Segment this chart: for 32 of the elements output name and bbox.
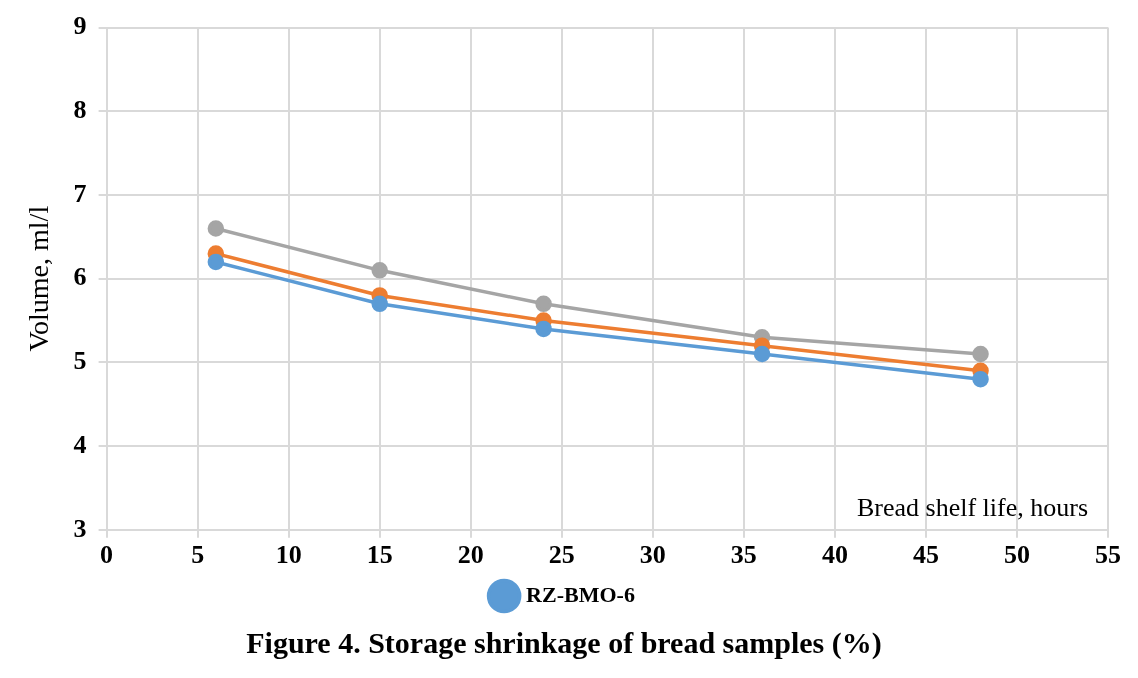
point <box>371 262 388 279</box>
x-tick-label: 20 <box>457 540 484 570</box>
point <box>535 295 552 313</box>
x-tick-label: 55 <box>1095 540 1121 570</box>
y-tick-label: 8 <box>73 95 87 125</box>
y-tick-label: 5 <box>73 346 87 376</box>
point <box>753 345 771 363</box>
x-tick-label: 15 <box>366 540 393 570</box>
point <box>972 370 989 388</box>
x-tick-label: 30 <box>639 540 666 570</box>
y-tick-label: 3 <box>73 513 87 543</box>
point <box>535 320 552 338</box>
point <box>207 220 225 237</box>
x-tick-label: 0 <box>100 540 114 570</box>
y-tick-label: 6 <box>73 262 87 292</box>
x-tick-label: 35 <box>730 540 757 570</box>
x-tick-label: 25 <box>548 540 575 570</box>
y-tick-label: 4 <box>73 429 87 459</box>
point <box>371 295 388 313</box>
x-tick-label: 40 <box>821 540 848 570</box>
x-tick-label: 50 <box>1003 540 1030 570</box>
x-tick-label: 10 <box>275 540 302 570</box>
legend-label: RZ-BMO-6 <box>526 581 635 607</box>
y-axis-title: Volume, ml/l <box>23 205 55 352</box>
x-tick-label: 45 <box>912 540 939 570</box>
point <box>207 253 225 271</box>
x-axis-title: Bread shelf life, hours <box>856 492 1088 522</box>
x-tick-label: 5 <box>191 540 205 570</box>
y-tick-label: 9 <box>73 11 87 41</box>
y-tick-label: 7 <box>73 178 87 208</box>
text: Figure 4. Storage shrinkage of bread samples (%) <box>246 625 882 660</box>
point <box>972 345 989 363</box>
